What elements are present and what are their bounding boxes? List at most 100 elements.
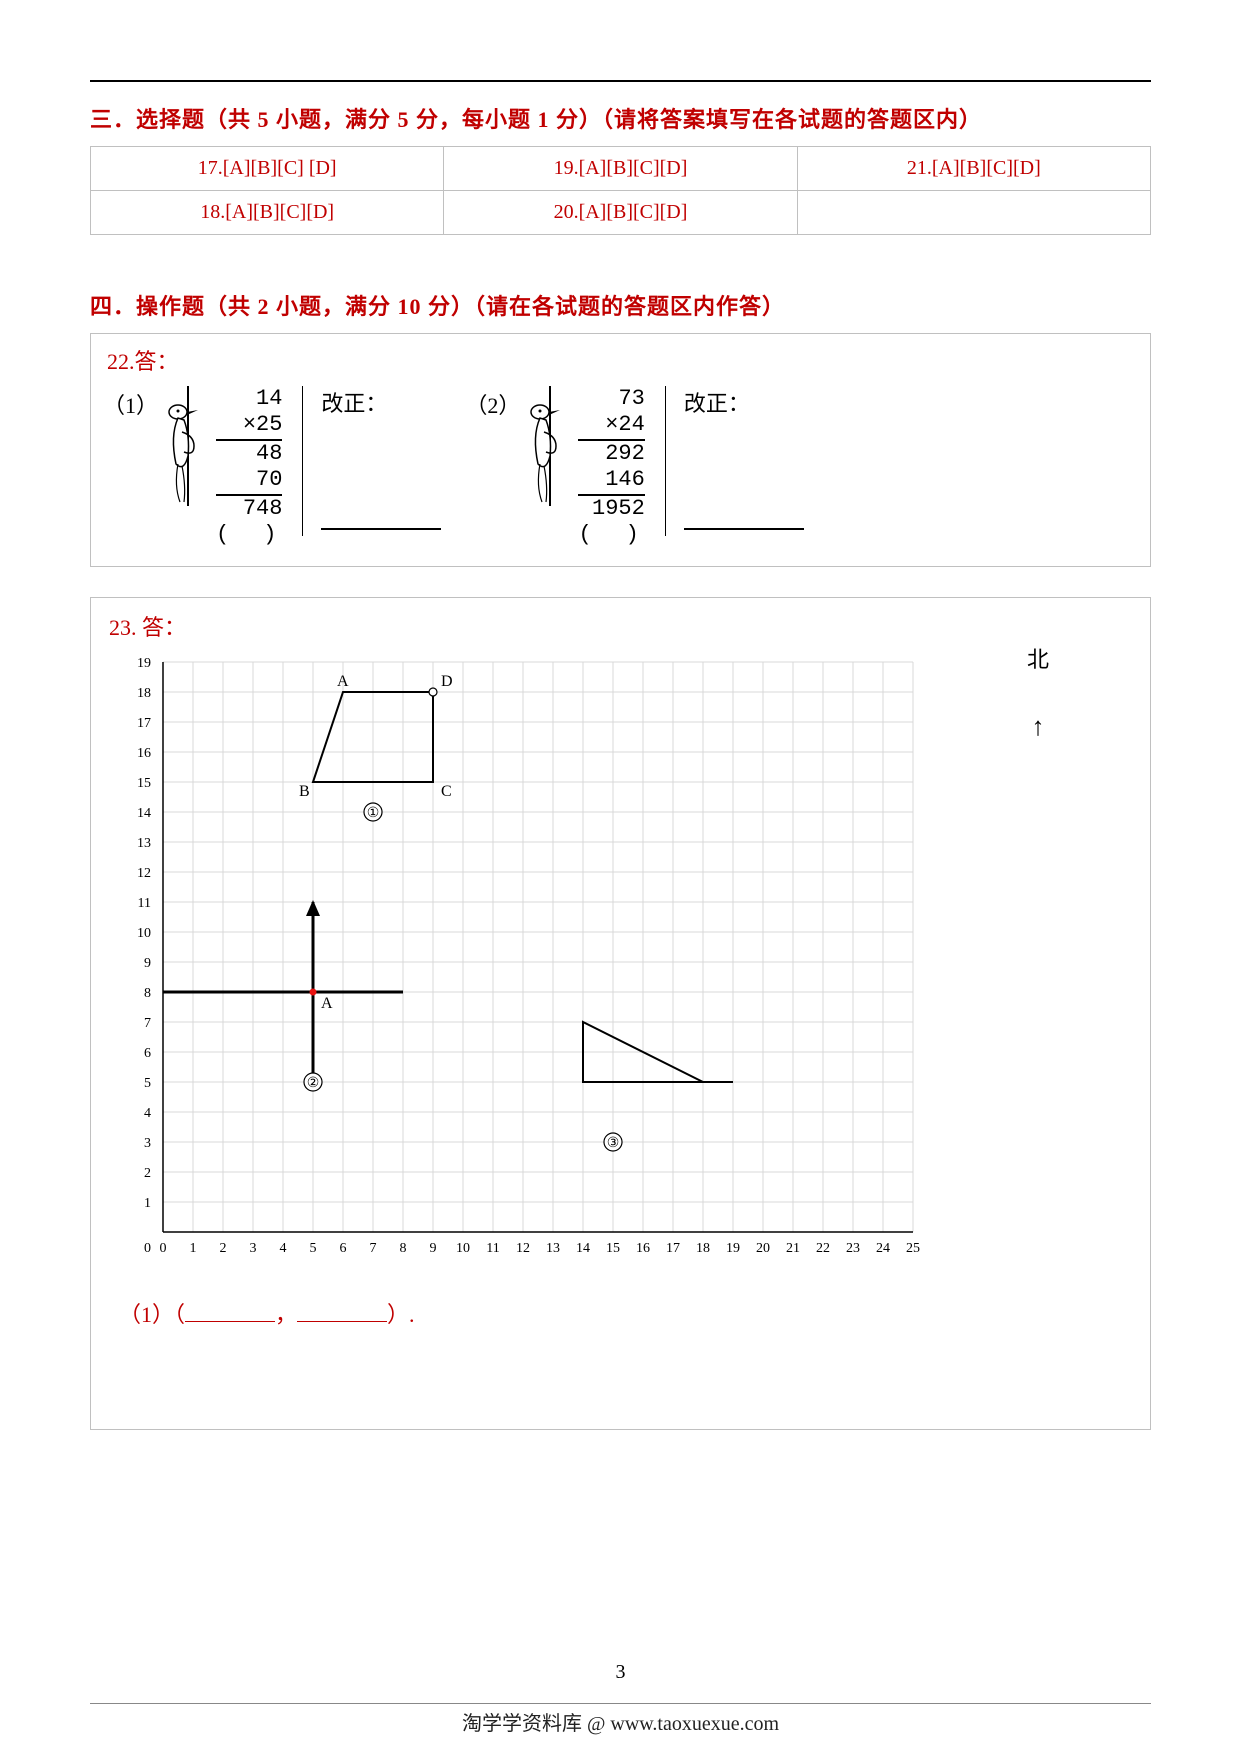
svg-text:A: A: [337, 673, 349, 690]
svg-text:3: 3: [144, 1136, 151, 1151]
section3-title: 三．选择题（共 5 小题，满分 5 分，每小题 1 分）（请将答案填写在各试题的…: [90, 102, 1151, 134]
svg-text:2: 2: [144, 1166, 151, 1181]
q23-grid-svg: 0123456789101112131415161718192021222324…: [113, 652, 933, 1272]
svg-text:B: B: [299, 783, 310, 800]
svg-text:13: 13: [137, 836, 151, 851]
svg-text:7: 7: [370, 1241, 377, 1256]
vertical-divider: [665, 386, 666, 536]
q23-label: 23. 答：: [109, 610, 1136, 642]
woodpecker-icon: [164, 386, 210, 506]
calc-line: 1952: [578, 496, 644, 522]
calc-line: 146: [578, 467, 644, 493]
q22-calc-1: 14 ×25 48 70 748 ( ): [216, 386, 284, 548]
calc-paren: ( ): [578, 522, 644, 548]
svg-text:10: 10: [456, 1241, 470, 1256]
svg-text:19: 19: [726, 1241, 740, 1256]
page-number: 3: [0, 1661, 1241, 1684]
svg-text:12: 12: [137, 866, 151, 881]
answer-cell: [797, 191, 1150, 235]
svg-text:6: 6: [340, 1241, 347, 1256]
q22-calc-2: 73 ×24 292 146 1952 ( ): [578, 386, 646, 548]
svg-text:4: 4: [280, 1241, 287, 1256]
footer-rule: [90, 1703, 1151, 1704]
fill-suffix: ）.: [387, 1302, 415, 1327]
svg-text:4: 4: [144, 1106, 151, 1121]
svg-text:15: 15: [137, 776, 151, 791]
svg-text:8: 8: [400, 1241, 407, 1256]
svg-text:C: C: [441, 783, 452, 800]
answer-cell[interactable]: 19.[A][B][C][D]: [444, 147, 797, 191]
calc-line: 70: [216, 467, 282, 493]
svg-text:20: 20: [756, 1241, 770, 1256]
calc-line: 748: [216, 496, 282, 522]
svg-text:24: 24: [876, 1241, 890, 1256]
calc-line: 14: [216, 386, 282, 412]
svg-text:③: ③: [607, 1136, 620, 1151]
svg-text:1: 1: [144, 1196, 151, 1211]
answer-cell[interactable]: 20.[A][B][C][D]: [444, 191, 797, 235]
calc-line: 73: [578, 386, 644, 412]
svg-text:1: 1: [190, 1241, 197, 1256]
q22-label: 22.答：: [107, 344, 1138, 376]
section4-title: 四．操作题（共 2 小题，满分 10 分）（请在各试题的答题区内作答）: [90, 289, 1151, 321]
svg-text:11: 11: [486, 1241, 499, 1256]
svg-text:16: 16: [636, 1241, 650, 1256]
q22-box: 22.答： （1） 14 ×25 48: [90, 333, 1151, 567]
calc-paren: ( ): [216, 522, 282, 548]
fill-blank-2[interactable]: [297, 1299, 387, 1322]
svg-text:A: A: [321, 995, 333, 1012]
svg-text:7: 7: [144, 1016, 151, 1031]
calc-line: 292: [578, 441, 644, 467]
svg-text:5: 5: [144, 1076, 151, 1091]
q23-box: 23. 答： 北 ↑ 01234567891011121314151617181…: [90, 597, 1151, 1430]
svg-text:15: 15: [606, 1241, 620, 1256]
q22-part-2: （2） 73 ×24 292 146 1952: [465, 386, 646, 548]
table-row: 18.[A][B][C][D] 20.[A][B][C][D]: [91, 191, 1151, 235]
svg-text:13: 13: [546, 1241, 560, 1256]
q22-correct-2: 改正：: [684, 386, 814, 530]
correct-label: 改正：: [684, 386, 814, 418]
svg-text:9: 9: [144, 956, 151, 971]
svg-text:10: 10: [137, 926, 151, 941]
svg-text:0: 0: [160, 1241, 167, 1256]
svg-text:17: 17: [666, 1241, 680, 1256]
calc-line: 48: [216, 441, 282, 467]
answer-cell[interactable]: 17.[A][B][C] [D]: [91, 147, 444, 191]
svg-text:19: 19: [137, 656, 151, 671]
svg-text:2: 2: [220, 1241, 227, 1256]
svg-text:23: 23: [846, 1241, 860, 1256]
svg-text:25: 25: [906, 1241, 920, 1256]
svg-text:18: 18: [137, 686, 151, 701]
calc-line: ×24: [578, 412, 644, 438]
q22-idx-1: （1）: [103, 386, 158, 420]
svg-text:①: ①: [367, 806, 380, 821]
fill-blank-1[interactable]: [185, 1299, 275, 1322]
correct-blank-line[interactable]: [321, 418, 441, 530]
answer-cell[interactable]: 21.[A][B][C][D]: [797, 147, 1150, 191]
svg-text:D: D: [441, 673, 453, 690]
svg-text:②: ②: [307, 1076, 320, 1091]
north-arrow-icon: ↑: [1027, 714, 1049, 740]
svg-text:9: 9: [430, 1241, 437, 1256]
section3-answer-table: 17.[A][B][C] [D] 19.[A][B][C][D] 21.[A][…: [90, 146, 1151, 235]
svg-text:8: 8: [144, 986, 151, 1001]
svg-text:18: 18: [696, 1241, 710, 1256]
svg-text:22: 22: [816, 1241, 830, 1256]
svg-text:21: 21: [786, 1241, 800, 1256]
svg-text:16: 16: [137, 746, 151, 761]
svg-text:12: 12: [516, 1241, 530, 1256]
footer-text: 淘学学资料库 @ www.taoxuexue.com: [0, 1707, 1241, 1736]
svg-text:14: 14: [576, 1241, 590, 1256]
correct-label: 改正：: [321, 386, 451, 418]
north-indicator: 北 ↑: [1027, 642, 1049, 740]
q22-row: （1） 14 ×25 48 70 748: [103, 386, 1138, 548]
correct-blank-line[interactable]: [684, 418, 804, 530]
q22-idx-2: （2）: [465, 386, 520, 420]
q22-correct-1: 改正：: [321, 386, 451, 530]
svg-text:17: 17: [137, 716, 151, 731]
answer-cell[interactable]: 18.[A][B][C][D]: [91, 191, 444, 235]
svg-text:14: 14: [137, 806, 151, 821]
calc-line: ×25: [216, 412, 282, 438]
q23-fill-line: （1）（，）.: [119, 1297, 1136, 1329]
table-row: 17.[A][B][C] [D] 19.[A][B][C][D] 21.[A][…: [91, 147, 1151, 191]
